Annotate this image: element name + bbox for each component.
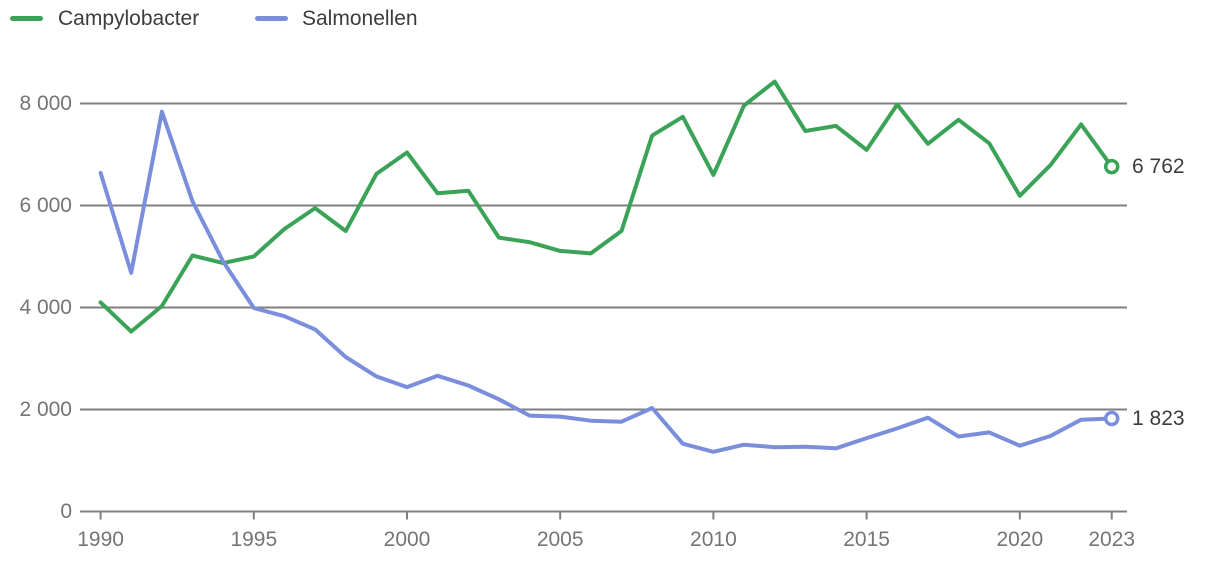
series-line-campylobacter (98, 79, 1114, 334)
salmonellen-line-swatch-icon (255, 16, 288, 21)
series-line-salmonellen (98, 109, 1114, 454)
legend-label-campylobacter: Campylobacter (58, 7, 200, 30)
end-value-label-salmonellen: 1 823 (1132, 407, 1185, 430)
y-axis-label: 6 000 (19, 194, 72, 217)
y-axis-label: 8 000 (19, 92, 72, 115)
x-axis-label: 1990 (77, 528, 124, 551)
y-axis-label: 0 (60, 500, 72, 523)
legend-label-salmonellen: Salmonellen (302, 7, 418, 30)
x-axis-label: 2005 (537, 528, 584, 551)
x-axis-label: 2000 (384, 528, 431, 551)
x-axis-label: 2015 (843, 528, 890, 551)
campylobacter-line-swatch-icon (10, 16, 43, 21)
end-marker-salmonellen (1103, 410, 1120, 427)
end-value-label-campylobacter: 6 762 (1132, 155, 1185, 178)
y-axis-label: 4 000 (19, 296, 72, 319)
x-axis-label: 1995 (230, 528, 277, 551)
y-axis-label: 2 000 (19, 398, 72, 421)
legend: Campylobacter Salmonellen (0, 6, 1220, 34)
x-axis-label: 2010 (690, 528, 737, 551)
end-marker-campylobacter (1103, 158, 1120, 175)
x-axis-label: 2023 (1088, 528, 1135, 551)
x-axis-label: 2020 (996, 528, 1043, 551)
